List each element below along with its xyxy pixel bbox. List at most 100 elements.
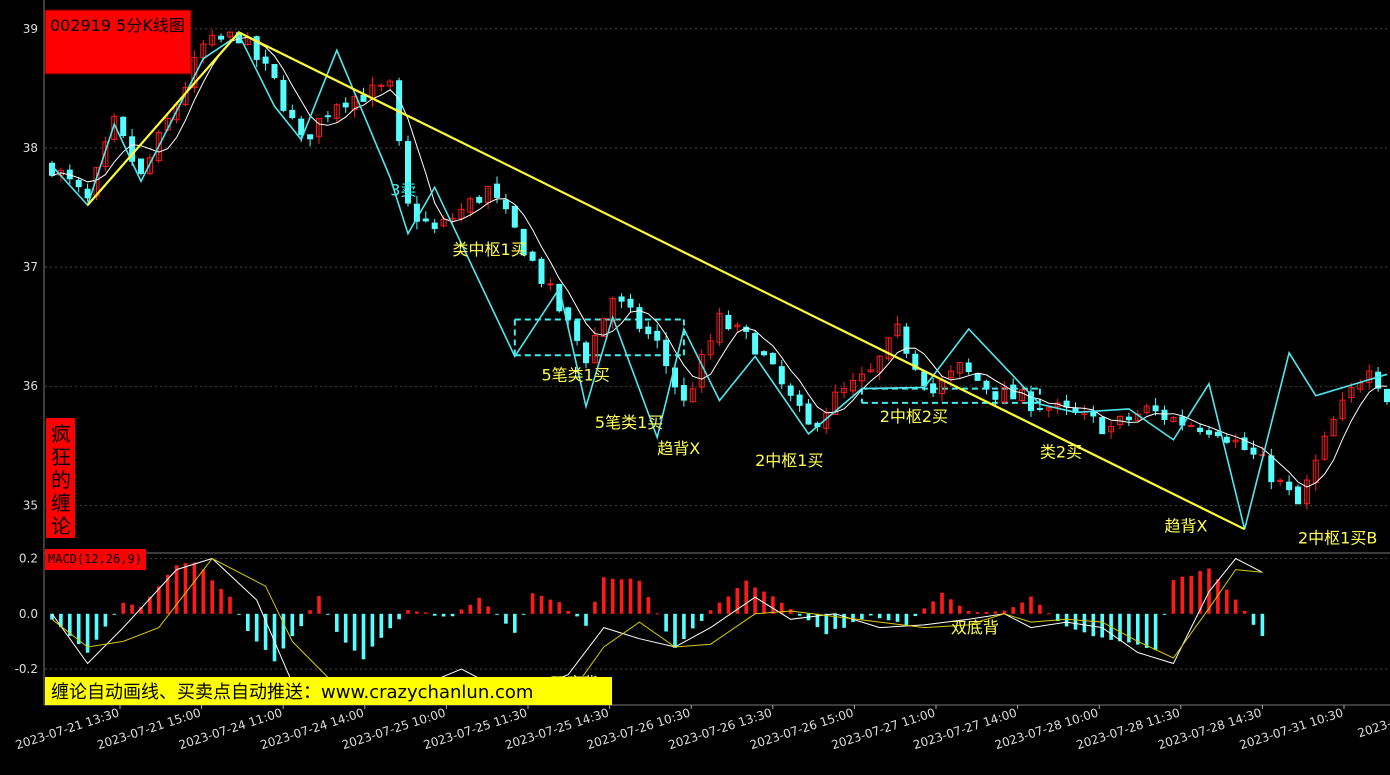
candle-body [520,228,527,256]
candle-body [876,355,883,373]
candle-body [574,320,581,341]
macd-bar [646,597,651,614]
candle-body [841,388,848,394]
hub-boxes [513,318,1041,404]
macd-bar [459,609,464,614]
candle-body [1286,481,1293,491]
macd-bar [566,611,570,614]
macd-label-box [45,549,146,570]
macd-bar [352,613,357,651]
macd-bar [780,602,784,614]
side-label-char: 的 [51,468,71,492]
macd-bar [664,613,668,632]
trend-line [86,31,1246,531]
macd-bar [913,613,918,617]
candle-body [1321,435,1328,460]
annotations: 3卖类中枢1买5笔类1买5笔类1买趋背X2中枢1买2中枢2买类2买趋背X2中枢1… [390,181,1377,548]
candle-body [921,371,928,387]
macd-bar [76,613,81,645]
macd-bar [210,580,214,614]
macd-bar [85,613,90,653]
macd-y-tick-label: 0.0 [19,607,38,621]
candle-body [1161,409,1168,421]
candle-body [1277,479,1284,482]
candle-body [253,36,260,60]
macd-bar [1055,613,1060,622]
candle-body [1010,384,1017,400]
candle-body [583,342,589,364]
candle-body [680,385,687,401]
candle-body [120,116,127,137]
candle-body [609,298,616,322]
candle-body [850,379,856,392]
macd-bar [628,578,633,614]
candle-body [146,157,153,174]
candle-body [271,64,278,78]
candle-body [912,353,919,370]
macd-bar [1198,571,1202,614]
macd-bar [1100,613,1104,638]
macd-bar [940,592,944,614]
macd-bar [504,613,508,624]
candle-body [342,102,349,108]
candle-body [307,134,314,140]
candle-body [360,94,367,102]
macd-bar [539,595,544,614]
macd-bar [958,605,962,614]
macd-bar [593,601,597,614]
macd-bar [619,579,624,614]
y-tick-labels: 35 36 37 38 39 [23,22,38,513]
macd-bar [949,599,953,614]
macd-bar [94,613,99,640]
macd-bar [655,613,659,615]
macd-bar [477,597,481,614]
macd-bar [637,580,642,614]
candle-body [511,205,518,228]
candle-body [992,391,999,400]
macd-bar [735,588,740,614]
macd-bar [1118,613,1122,642]
macd-bar [130,604,134,614]
macd-bar [842,613,846,628]
candle-body [645,326,652,335]
macd-bar [103,613,108,627]
candle-body [75,179,82,188]
macd-bar [370,613,375,647]
macd-bar [975,612,980,614]
candle-body [280,79,287,111]
candle-body [476,196,483,203]
candle-body [1188,425,1195,428]
annotation-label: 趋背X [1165,517,1208,536]
candle-body [1063,400,1070,408]
candle-body [1019,389,1026,402]
macd-bar [263,613,268,650]
macd-bar [851,613,855,623]
candle-body [787,385,794,396]
macd-bar [691,613,695,629]
macd-bar [1020,602,1024,614]
macd-bar [192,562,197,614]
macd-bar [343,613,348,643]
macd-bar [717,602,722,614]
candle-body [1099,417,1106,435]
macd-bar [610,578,615,614]
macd-bar [59,613,63,628]
macd-bar [984,611,989,614]
candle-body [778,366,785,385]
macd-label: MACD(12,26,9) [48,552,142,566]
candle-body [227,31,233,38]
candle-body [1232,439,1239,443]
candle-body [734,324,741,328]
macd-bar [112,613,117,615]
macd-bar [228,596,232,614]
annotation-label: 类中枢1买 [453,240,527,259]
candle-body [974,373,981,381]
macd-bar [584,613,588,626]
candle-body [627,298,634,308]
y-tick-label: 35 [23,498,38,512]
candle-body [405,141,411,204]
macd-bar [1064,613,1069,627]
macd-bar [174,565,179,614]
macd-bar [272,613,277,662]
macd-bar [246,613,250,632]
